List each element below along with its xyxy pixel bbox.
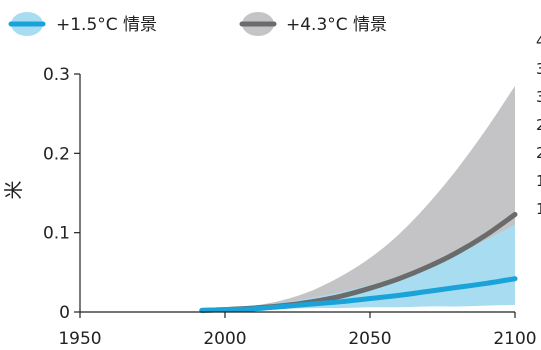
edge-char: 1: [536, 172, 541, 190]
x-tick-label: 2100: [493, 329, 536, 349]
y-tick-label: 0.3: [43, 65, 70, 85]
edge-char: 3: [536, 60, 541, 78]
x-axis-ticks: 1950 2000 2050 2100: [58, 312, 537, 349]
x-tick-label: 2050: [348, 329, 391, 349]
legend-item-1-5c: +1.5°C 情景: [8, 12, 157, 36]
edge-char: 3: [536, 88, 541, 106]
y-tick-label: 0.2: [43, 144, 70, 164]
edge-char: 2: [536, 144, 541, 162]
legend: +1.5°C 情景 +4.3°C 情景: [8, 12, 387, 36]
legend-label-1-5c: +1.5°C 情景: [56, 15, 157, 35]
x-tick-label: 1950: [58, 329, 101, 349]
edge-char: 2: [536, 116, 541, 134]
edge-char: 4: [536, 32, 541, 50]
median-lines: [199, 211, 518, 313]
y-axis-label: 米: [3, 180, 25, 199]
x-tick-label: 2000: [203, 329, 246, 349]
right-edge-clipped-labels: 4 3 3 2 2 1 1: [536, 32, 541, 218]
y-tick-label: 0.1: [43, 224, 70, 244]
edge-char: 1: [536, 200, 541, 218]
line-series-1-5c: [199, 276, 518, 313]
uncertainty-bands: [201, 85, 516, 311]
y-tick-label: 0: [59, 303, 70, 323]
y-axis-ticks: 0 0.1 0.2 0.3: [43, 65, 80, 323]
legend-item-4-3c: +4.3°C 情景: [239, 12, 387, 36]
legend-label-4-3c: +4.3°C 情景: [286, 15, 387, 35]
band-series-4-3c: [201, 85, 516, 311]
